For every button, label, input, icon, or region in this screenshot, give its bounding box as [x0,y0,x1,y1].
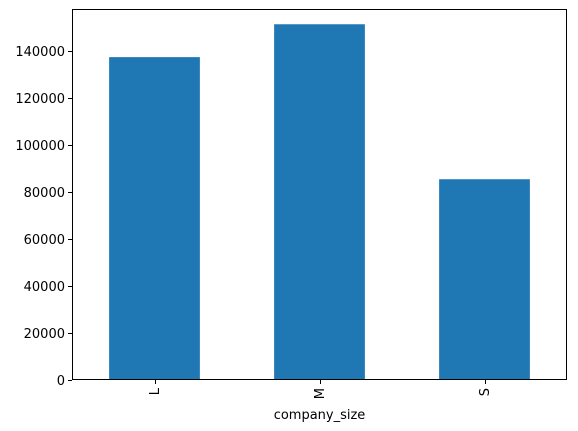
x-tick-label-L: L [148,387,163,395]
y-tick-label: 120000 [15,92,65,107]
x-axis-title: company_size [274,408,366,423]
y-tick-label: 40000 [24,280,65,295]
x-tick-label-M: M [313,388,328,399]
y-tick-label: 100000 [15,139,65,154]
bars-group [109,24,530,380]
x-tick-label-S: S [478,388,493,396]
y-tick-label: 20000 [24,327,65,342]
bar-S [439,179,530,380]
y-axis: 0 20000 40000 60000 80000 100000 120000 140000 [15,45,72,389]
y-tick-label: 80000 [24,186,65,201]
y-tick-label: 140000 [15,45,65,60]
bar-M [274,24,365,380]
y-tick-label: 60000 [24,233,65,248]
bar-L [109,57,200,380]
plot-frame [72,9,567,380]
y-tick-label: 0 [57,374,65,389]
